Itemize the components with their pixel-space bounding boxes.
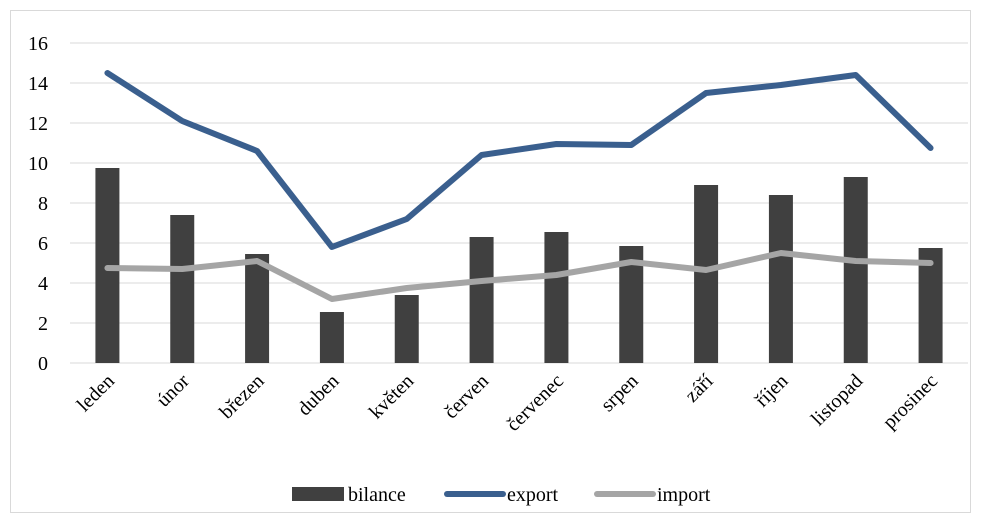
y-tick-label: 10 — [28, 153, 48, 175]
x-category-label: duben — [293, 370, 343, 420]
y-tick-label: 4 — [38, 273, 48, 295]
line-import — [104, 250, 934, 302]
bilance-bars — [95, 168, 943, 363]
x-category-label: září — [681, 370, 718, 407]
y-tick-label: 0 — [38, 353, 48, 375]
bar-bilance-11 — [918, 248, 943, 363]
series-lines — [104, 70, 934, 302]
legend-label-bilance: bilance — [348, 484, 406, 506]
bar-bilance-6 — [544, 232, 569, 363]
x-category-label: březen — [215, 370, 268, 423]
x-category-label: leden — [73, 370, 119, 416]
y-tick-label: 12 — [28, 113, 48, 135]
y-tick-label: 2 — [38, 313, 48, 335]
y-tick-label: 8 — [38, 193, 48, 215]
x-category-label: listopad — [807, 370, 867, 430]
bar-bilance-5 — [469, 237, 494, 363]
legend-swatch-bilance — [292, 487, 344, 501]
bar-bilance-3 — [319, 312, 344, 363]
x-category-label: červenec — [502, 370, 568, 436]
legend-label-export: export — [507, 484, 559, 506]
legend-label-import: import — [657, 484, 711, 506]
bar-bilance-9 — [768, 195, 793, 363]
bar-bilance-2 — [245, 254, 270, 363]
y-tick-label: 6 — [38, 233, 48, 255]
x-category-label: únor — [152, 370, 194, 412]
y-axis-tick-labels: 0 2 4 6 8 10 12 14 16 — [28, 33, 48, 375]
y-tick-label: 16 — [28, 33, 48, 55]
gridlines — [70, 42, 968, 364]
x-category-label: červen — [440, 370, 493, 423]
bar-bilance-4 — [394, 295, 419, 363]
x-category-label: prosinec — [879, 370, 943, 434]
x-category-label: říjen — [751, 370, 792, 411]
legend: bilance export import — [292, 484, 711, 506]
line-export — [104, 70, 934, 250]
chart-border — [10, 10, 971, 513]
bar-bilance-10 — [843, 177, 868, 363]
x-category-label: květen — [365, 370, 418, 423]
bar-bilance-8 — [694, 185, 719, 363]
x-category-label: srpen — [597, 370, 643, 416]
bar-bilance-1 — [170, 215, 195, 363]
x-axis-category-labels: leden únor březen duben květen červen červenec… — [73, 370, 942, 436]
y-tick-label: 14 — [28, 73, 48, 95]
